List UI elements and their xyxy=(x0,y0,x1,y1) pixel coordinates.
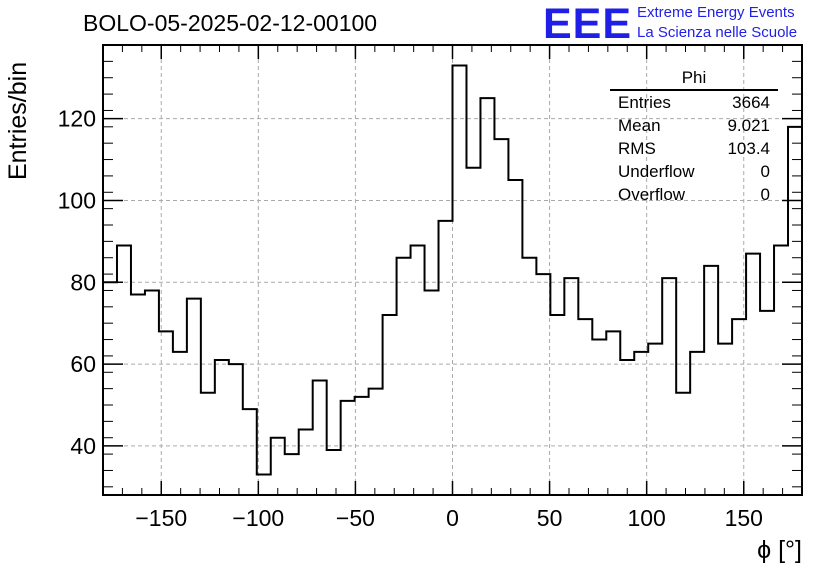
stats-label: Overflow xyxy=(618,185,686,204)
y-tick-label: 40 xyxy=(70,433,96,459)
stats-box: Phi Entries 3664 Mean 9.021 RMS 103.4 Un… xyxy=(610,68,778,206)
y-tick-label: 80 xyxy=(70,269,96,295)
x-tick-label: 150 xyxy=(725,505,763,531)
stats-row-underflow: Underflow 0 xyxy=(610,160,778,183)
stats-value: 0 xyxy=(760,185,770,204)
y-tick-label: 60 xyxy=(70,351,96,377)
eee-logo: EEE xyxy=(543,0,633,48)
histogram-series xyxy=(103,64,802,476)
stats-value: 9.021 xyxy=(727,116,770,135)
stats-row-overflow: Overflow 0 xyxy=(610,183,778,206)
stats-label: Mean xyxy=(618,116,661,135)
stats-value: 0 xyxy=(760,162,770,181)
chart-title: BOLO-05-2025-02-12-00100 xyxy=(83,10,378,36)
stats-label: Entries xyxy=(618,93,671,112)
x-axis-label: ϕ [°] xyxy=(757,536,802,564)
x-tick-label: −100 xyxy=(232,505,284,531)
stats-box-title: Phi xyxy=(610,68,778,91)
x-axis-ticks: −150 −100 −50 0 50 100 150 xyxy=(102,45,803,531)
y-tick-label: 100 xyxy=(58,187,96,213)
y-axis-ticks: 40 60 80 100 120 xyxy=(58,60,802,488)
x-tick-label: −150 xyxy=(135,505,187,531)
x-tick-label: 0 xyxy=(446,505,459,531)
logo-caption-line1: Extreme Energy Events xyxy=(637,4,795,21)
stats-row-mean: Mean 9.021 xyxy=(610,114,778,137)
x-tick-label: 100 xyxy=(627,505,665,531)
y-tick-label: 120 xyxy=(58,106,96,132)
y-axis-label-wrap: Entries/bin xyxy=(4,62,44,181)
grid-lines xyxy=(103,45,802,495)
stats-row-entries: Entries 3664 xyxy=(610,91,778,114)
stats-label: RMS xyxy=(618,139,656,158)
logo-caption: Extreme Energy Events La Scienza nelle S… xyxy=(637,3,797,43)
stats-row-rms: RMS 103.4 xyxy=(610,137,778,160)
logo-caption-line2: La Scienza nelle Scuole xyxy=(637,24,798,41)
x-tick-label: 50 xyxy=(537,505,563,531)
stats-value: 103.4 xyxy=(727,139,770,158)
stats-label: Underflow xyxy=(618,162,695,181)
x-tick-label: −50 xyxy=(336,505,375,531)
stats-value: 3664 xyxy=(732,93,770,112)
y-axis-label: Entries/bin xyxy=(4,61,32,180)
